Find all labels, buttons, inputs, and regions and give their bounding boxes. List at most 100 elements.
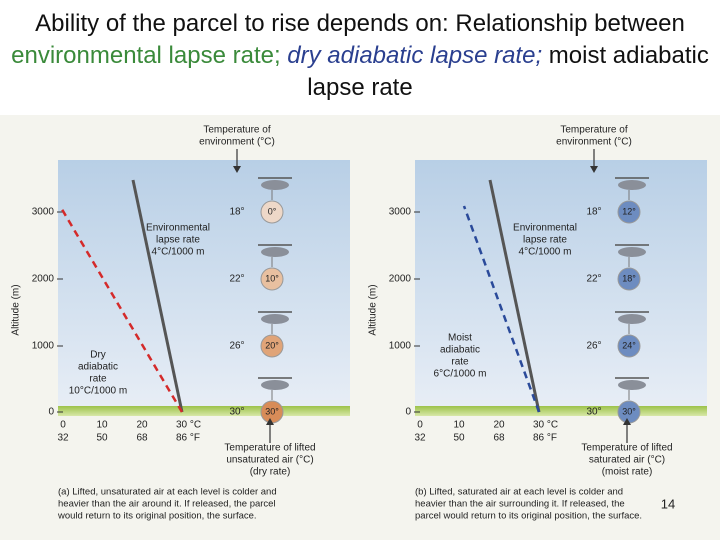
helicopter [618, 180, 646, 190]
celsius-tick: 10 [96, 420, 108, 431]
fahrenheit-tick: 32 [57, 433, 69, 444]
moist-line [462, 205, 541, 413]
rate-label: adiabatic [440, 345, 480, 356]
bottom-label: (moist rate) [602, 467, 653, 478]
rate-label: 6°C/1000 m [434, 369, 487, 380]
altitude: 0 [48, 407, 54, 418]
environment-line [488, 179, 541, 413]
ground [415, 406, 707, 416]
bottom-label: (dry rate) [250, 467, 291, 478]
helicopter [618, 380, 646, 390]
balloon [260, 267, 284, 291]
top-label: Temperature of [560, 125, 627, 136]
rate-label: Dry [90, 350, 106, 361]
fahrenheit-tick: 68 [136, 433, 148, 444]
altitude: 1000 [32, 341, 55, 352]
caption: heavier than the air surrounding it. If … [415, 499, 625, 510]
balloon [617, 334, 641, 358]
celsius-tick: 30 °C [533, 420, 558, 431]
environment-label: Environmental [513, 223, 577, 234]
altitude: 1000 [389, 341, 412, 352]
parcel-temp: 0° [268, 206, 277, 216]
environment-label: 4°C/1000 m [152, 247, 205, 258]
celsius-tick: 0 [60, 420, 66, 431]
rate-label: adiabatic [78, 362, 118, 373]
celsius-tick: 30 °C [176, 420, 201, 431]
balloon [260, 200, 284, 224]
arrow-head [623, 418, 631, 425]
environment-temp: 30° [229, 407, 244, 418]
rate-label: Moist [448, 333, 472, 344]
caption: heavier than the air around it. If relea… [58, 499, 276, 510]
environment-label: lapse rate [156, 235, 200, 246]
bottom-label: Temperature of lifted [581, 443, 672, 454]
celsius-tick: 20 [493, 420, 505, 431]
caption: (b) Lifted, saturated air at each level … [415, 487, 623, 498]
top-label: environment (°C) [556, 137, 632, 148]
arrow-head [266, 418, 274, 425]
title-lead: Ability of the parcel to rise depends on… [35, 10, 685, 37]
fahrenheit-tick: 86 °F [533, 433, 557, 444]
parcel-temp: 18° [622, 273, 636, 283]
environment-temp: 26° [229, 341, 244, 352]
environment-temp: 22° [229, 274, 244, 285]
parcel-temp: 12° [622, 206, 636, 216]
celsius-tick: 10 [453, 420, 465, 431]
environment-temp: 18° [586, 207, 601, 218]
celsius-tick: 0 [417, 420, 423, 431]
bottom-label: Temperature of lifted [224, 443, 315, 454]
parcel-temp: 10° [265, 273, 279, 283]
helicopter [261, 380, 289, 390]
title-environmental: environmental lapse rate; [11, 42, 281, 69]
altitude: 3000 [389, 207, 412, 218]
environment-label: Environmental [146, 223, 210, 234]
parcel-temp: 30° [265, 406, 279, 416]
helicopter [261, 180, 289, 190]
balloon [260, 334, 284, 358]
rate-label: rate [89, 374, 107, 385]
helicopter [618, 247, 646, 257]
caption: would return to its original position, t… [57, 511, 257, 522]
fahrenheit-tick: 68 [493, 433, 505, 444]
environment-temp: 30° [586, 407, 601, 418]
altitude: 2000 [389, 274, 412, 285]
arrow-head [233, 166, 241, 173]
top-label: environment (°C) [199, 137, 275, 148]
fahrenheit-tick: 86 °F [176, 433, 200, 444]
title-dry: dry adiabatic lapse rate; [287, 42, 543, 69]
altitude: 0 [405, 407, 411, 418]
environment-label: 4°C/1000 m [519, 247, 572, 258]
bottom-label: unsaturated air (°C) [226, 455, 313, 466]
top-label: Temperature of [203, 125, 270, 136]
celsius-tick: 20 [136, 420, 148, 431]
arrow-head [590, 166, 598, 173]
rate-label: 10°C/1000 m [69, 386, 127, 397]
sky [415, 160, 707, 412]
y-axis-label: Altitude (m) [368, 284, 379, 335]
helicopter [261, 314, 289, 324]
parcel-temp: 20° [265, 340, 279, 350]
rate-label: rate [451, 357, 469, 368]
fahrenheit-tick: 50 [453, 433, 465, 444]
environment-temp: 22° [586, 274, 601, 285]
balloon [617, 200, 641, 224]
slide-title: Ability of the parcel to rise depends on… [0, 8, 720, 104]
environment-label: lapse rate [523, 235, 567, 246]
environment-line [131, 179, 184, 413]
caption: parcel would return to its original posi… [415, 511, 642, 522]
parcel-temp: 24° [622, 340, 636, 350]
altitude: 3000 [32, 207, 55, 218]
environment-temp: 26° [586, 341, 601, 352]
fahrenheit-tick: 32 [414, 433, 426, 444]
ground [58, 406, 350, 416]
caption: (a) Lifted, unsaturated air at each leve… [58, 487, 277, 498]
parcel-temp: 30° [622, 406, 636, 416]
bottom-label: saturated air (°C) [589, 455, 665, 466]
fahrenheit-tick: 50 [96, 433, 108, 444]
dry-line [58, 205, 184, 413]
y-axis-label: Altitude (m) [11, 284, 22, 335]
environment-temp: 18° [229, 207, 244, 218]
helicopter [261, 247, 289, 257]
